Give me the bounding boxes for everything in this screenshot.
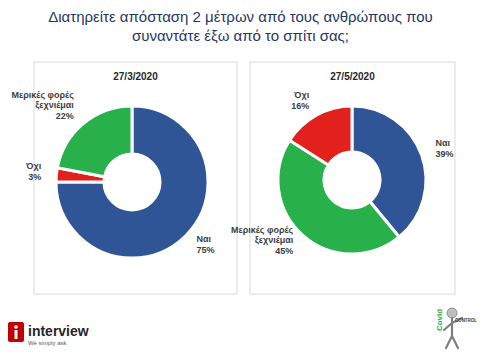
category-label: Όχι (293, 90, 310, 100)
covid-logo: Covid CONTROL (435, 308, 477, 348)
logo-text: Covid (435, 309, 444, 331)
data-label: 45% (275, 246, 293, 256)
data-label: 22% (56, 111, 74, 121)
text-line: ξεχνιέμαι (35, 100, 74, 110)
category-label: Μερικές φορέςξεχνιέμαι (12, 90, 75, 110)
donut (56, 106, 208, 258)
brand-icon-stem (15, 330, 18, 339)
text-line: Μερικές φορές (12, 90, 75, 100)
category-label: Μερικές φορέςξεχνιέμαι (231, 225, 294, 245)
slice (56, 106, 208, 258)
text-line: Διατηρείτε απόσταση 2 μέτρων από τους αν… (48, 8, 433, 25)
brand-name: interview (28, 323, 89, 339)
text-line: Όχι (25, 161, 42, 171)
slice (278, 140, 399, 254)
brand-icon-dot (14, 325, 18, 329)
brand-tagline: We simply ask (28, 340, 68, 346)
text-line: Μερικές φορές (231, 225, 294, 235)
text-line: Ναι (436, 138, 451, 148)
slice (290, 106, 352, 165)
donut (278, 106, 426, 254)
chart-title: 27/5/2020 (330, 71, 375, 82)
category-label: Ναι (196, 234, 211, 244)
text-line: Ναι (196, 234, 211, 244)
text-line: συναντάτε έξω από το σπίτι σας; (132, 27, 349, 44)
brand-icon (8, 322, 24, 342)
data-label: 75% (196, 245, 214, 255)
logo-text: CONTROL (455, 318, 477, 323)
category-label: Ναι (436, 138, 451, 148)
data-label: 39% (436, 149, 454, 159)
page-title: Διατηρείτε απόσταση 2 μέτρων από τους αν… (48, 8, 433, 44)
page: Διατηρείτε απόσταση 2 μέτρων από τους αν… (0, 0, 481, 358)
category-label: Όχι (25, 161, 42, 171)
data-label: 16% (291, 101, 309, 111)
figure-head (447, 308, 457, 318)
data-label: 3% (28, 172, 41, 182)
brand-logo: interviewWe simply ask (8, 322, 89, 346)
chart-title: 27/3/2020 (113, 71, 158, 82)
text-line: Όχι (293, 90, 310, 100)
panel (250, 62, 455, 294)
text-line: ξεχνιέμαι (255, 235, 294, 245)
